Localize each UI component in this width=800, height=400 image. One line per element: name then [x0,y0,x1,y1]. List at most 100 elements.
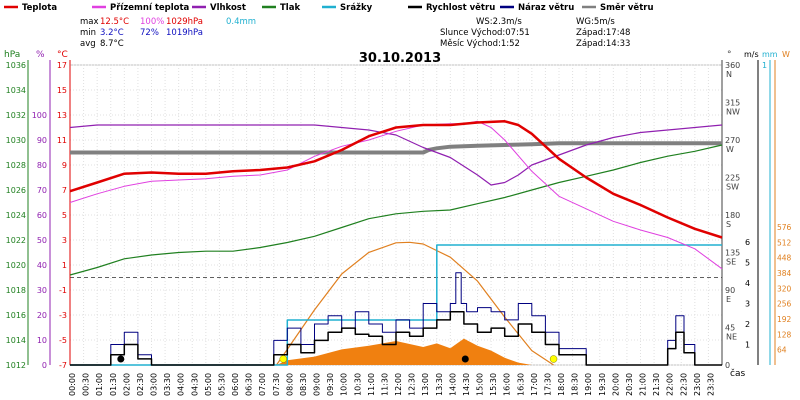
unit-time: čas [730,368,745,379]
x-tick-label: 00:00 [68,373,77,396]
x-tick-label: 10:30 [353,373,362,396]
x-tick-label: 14:30 [462,373,471,396]
sunrise-marker [279,355,288,363]
tick-pct: 70 [37,186,47,195]
tick-pct: 0 [42,361,47,370]
tick-temp: 7 [62,186,67,195]
x-tick-label: 12:00 [394,373,403,396]
stat-sun-set: Západ:17:48 [576,28,630,38]
sunset-marker [549,355,558,363]
x-tick-label: 19:00 [584,373,593,396]
tick-mm: 1 [762,61,767,70]
tick-temp: -3 [59,311,67,320]
x-tick-label: 21:00 [639,373,648,396]
x-tick-label: 07:30 [272,373,281,396]
series [69,120,723,366]
stat-min-hum: 72% [140,28,159,38]
x-tick-label: 09:30 [326,373,335,396]
legend-label-2: Vlhkost [210,3,246,13]
tick-pct: 10 [37,336,47,345]
tick-hpa: 1024 [6,211,26,220]
tick-dir-label: NW [726,108,740,117]
tick-dir: 360 [725,61,740,70]
tick-hpa: 1020 [6,261,26,270]
x-tick-label: 23:00 [693,373,702,396]
tick-temp: 13 [57,111,67,120]
x-tick-label: 20:00 [611,373,620,396]
x-tick-label: 11:00 [367,373,376,396]
tick-pct: 20 [37,311,47,320]
legend: Teplota Přízemní teplota Vlhkost Tlak Srážky… [4,2,654,13]
x-tick-label: 05:30 [217,373,226,396]
x-tick-label: 01:30 [109,373,118,396]
x-tick-label: 04:30 [190,373,199,396]
wind-speed-line [70,310,722,366]
tick-w: 320 [777,284,792,293]
x-tick-label: 22:00 [666,373,675,396]
tick-temp: 9 [62,161,67,170]
tick-w: 576 [777,223,792,232]
tick-hpa: 1036 [6,61,26,70]
x-axis-labels: 00:00 00:30 01:00 01:30 02:00 02:30 03:00 03:30… [68,373,715,396]
x-tick-label: 12:30 [408,373,417,396]
x-tick-label: 09:00 [313,373,322,396]
x-tick-label: 08:30 [299,373,308,396]
x-tick-label: 03:30 [163,373,172,396]
x-tick-label: 08:00 [285,373,294,396]
x-tick-label: 04:00 [177,373,186,396]
legend-label-6: Náraz větru [518,2,574,13]
tick-dir-label: SE [726,258,736,267]
tick-ms: 2 [745,320,750,329]
x-tick-label: 20:30 [625,373,634,396]
tick-pct: 30 [37,286,47,295]
tick-ms: 1 [745,341,750,350]
tick-hpa: 1016 [6,311,26,320]
x-tick-label: 10:00 [340,373,349,396]
tick-temp: -7 [59,361,67,370]
stat-max-label: max [80,17,99,27]
x-tick-label: 11:30 [380,373,389,396]
stat-moon-set: Západ:14:33 [576,39,630,49]
tick-dir: 135 [725,249,740,258]
tick-dir: 180 [725,211,740,220]
stat-max-temp: 12.5°C [100,17,129,27]
tick-hpa: 1014 [6,336,26,345]
x-tick-label: 22:30 [679,373,688,396]
x-tick-label: 07:00 [258,373,267,396]
x-tick-label: 02:00 [122,373,131,396]
legend-label-7: Směr větru [600,2,654,13]
x-tick-label: 19:30 [598,373,607,396]
tick-hpa: 1018 [6,286,26,295]
tick-temp: -1 [59,286,67,295]
wind-dir-line [70,141,722,155]
tick-temp: 17 [57,61,67,70]
unit-pct: % [36,50,45,60]
tick-dir-label: N [726,70,732,79]
unit-ms: m/s [744,50,759,59]
tick-pct: 100 [32,111,47,120]
tick-pct: 90 [37,136,47,145]
legend-label-3: Tlak [280,3,300,13]
tick-w: 512 [777,238,792,247]
unit-mm: mm [762,50,778,59]
tick-dir: 315 [725,99,740,108]
tick-ms: 4 [745,279,750,288]
unit-hpa: hPa [4,50,20,60]
moonrise-marker [117,355,125,363]
x-tick-label: 02:30 [136,373,145,396]
x-tick-label: 13:30 [435,373,444,396]
tick-hpa: 1034 [6,86,26,95]
moonset-marker [461,355,469,363]
stat-avg-label: avg [80,39,96,49]
tick-dir-label: S [726,220,731,229]
unit-deg: ° [727,50,732,60]
tick-dir-label: E [726,295,731,304]
x-tick-label: 17:00 [530,373,539,396]
chart-title: 30.10.2013 [359,51,441,66]
stat-ws: WS:2.3m/s [476,17,522,27]
tick-pct: 50 [37,236,47,245]
tick-hpa: 1028 [6,161,26,170]
tick-temp: 11 [57,136,67,145]
stat-sun: Slunce Východ:07:51 [440,28,530,38]
